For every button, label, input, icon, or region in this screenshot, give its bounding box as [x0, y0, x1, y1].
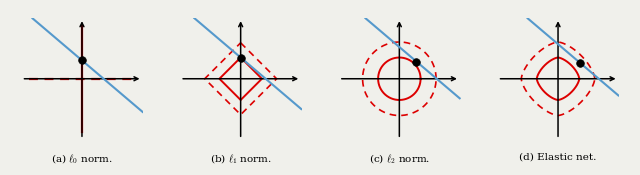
Text: (b) $\ell_1$ norm.: (b) $\ell_1$ norm. [210, 152, 271, 166]
Text: (d) Elastic net.: (d) Elastic net. [519, 152, 596, 161]
Text: (a) $\ell_0$ norm.: (a) $\ell_0$ norm. [51, 152, 113, 166]
Text: (c) $\ell_2$ norm.: (c) $\ell_2$ norm. [369, 152, 430, 166]
